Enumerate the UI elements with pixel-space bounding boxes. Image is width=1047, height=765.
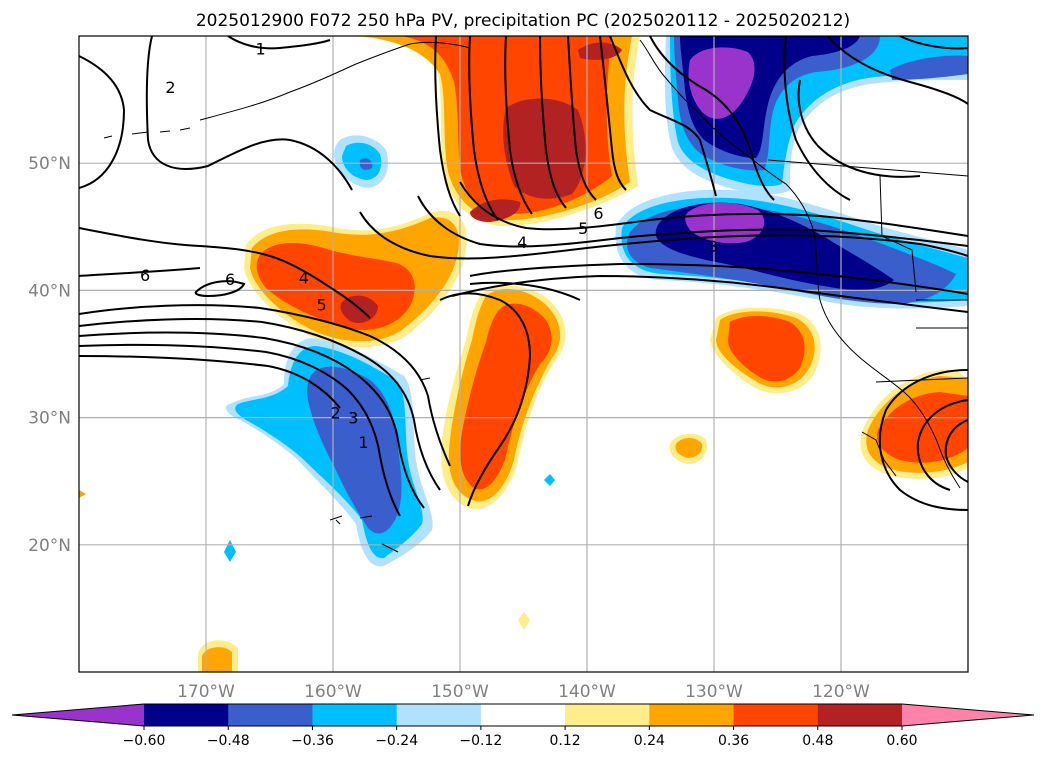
colorbar-tick-label: 0.24	[634, 733, 665, 749]
contour-label: 2	[165, 78, 175, 97]
lon-tick-label: 170°W	[177, 682, 235, 702]
latitude-labels: 50°N 40°N 30°N 20°N	[28, 154, 71, 556]
colorbar-tick-label: 0.12	[550, 733, 581, 749]
colorbar-segment	[733, 704, 819, 726]
contour-label: 1	[256, 40, 266, 59]
precip-anomaly-positive	[470, 199, 521, 222]
lat-tick-label: 20°N	[28, 536, 71, 556]
graticule	[79, 36, 968, 672]
precip-anomaly-negative	[685, 202, 765, 244]
coastlines	[103, 39, 968, 553]
contour-label: 1	[358, 433, 368, 452]
lon-tick-label: 120°W	[812, 682, 870, 702]
lat-tick-label: 40°N	[28, 281, 71, 301]
colorbar-tick-label: 0.36	[718, 733, 749, 749]
map-title: 2025012900 F072 250 hPa PV, precipitatio…	[196, 11, 850, 31]
precip-anomaly-positive	[578, 42, 622, 60]
contour-label: 4	[299, 269, 309, 288]
colorbar-segment	[480, 704, 566, 726]
precip-anomaly-negative	[307, 366, 402, 534]
lon-tick-label: 160°W	[304, 682, 362, 702]
lat-tick-label: 50°N	[28, 154, 71, 174]
precip-anomaly-negative	[224, 540, 236, 562]
lon-tick-label: 130°W	[685, 682, 743, 702]
contour-label: 6	[225, 270, 235, 289]
colorbar-segment	[144, 704, 229, 726]
precip-anomaly-positive	[460, 303, 552, 490]
colorbar-segment	[228, 704, 313, 726]
map-frame	[78, 35, 969, 673]
precip-anomaly-positive	[503, 98, 586, 199]
map-panel: 1 2 6 6 4 5 2 3 1 4 5 6 3	[78, 35, 969, 673]
precip-anomaly-negative	[359, 158, 373, 170]
precip-anomaly-positive	[202, 647, 232, 672]
colorbar-segment	[396, 704, 482, 726]
lat-tick-label: 30°N	[28, 409, 71, 429]
colorbar-extend-high	[902, 704, 1034, 726]
lon-tick-label: 140°W	[558, 682, 616, 702]
longitude-labels: 170°W 160°W 150°W 140°W 130°W 120°W	[177, 682, 870, 702]
colorbar-tick-label: −0.12	[459, 733, 502, 749]
colorbar-tick-label: −0.60	[123, 733, 166, 749]
colorbar-segment	[649, 704, 735, 726]
precip-field: 1 2 6 6 4 5 2 3 1 4 5 6 3	[79, 36, 968, 672]
contour-label: 2	[330, 404, 340, 423]
colorbar-segment	[565, 704, 650, 726]
colorbar: −0.60 −0.48 −0.36 −0.24 −0.12 0.12 0.24 0.36 0.4…	[11, 703, 1035, 749]
precip-anomaly-negative	[890, 55, 968, 80]
precip-anomaly-positive	[728, 316, 805, 382]
colorbar-tick-label: 0.60	[886, 733, 917, 749]
pv-contours	[79, 36, 968, 517]
lon-tick-label: 150°W	[431, 682, 489, 702]
colorbar-tick-label: −0.48	[207, 733, 250, 749]
pv-contour-labels: 1 2 6 6 4 5 2 3 1 4 5 6 3	[140, 40, 718, 452]
precip-anomaly-positive	[79, 490, 86, 498]
precip-anomaly-positive	[675, 438, 703, 458]
contour-label: 5	[578, 219, 588, 238]
precip-anomaly-positive	[518, 612, 530, 630]
colorbar-segment	[312, 704, 398, 726]
contour-label: 5	[316, 295, 326, 314]
contour-label: 3	[348, 409, 358, 428]
colorbar-tick-label: −0.24	[375, 733, 418, 749]
precip-anomaly-negative	[544, 474, 555, 486]
colorbar-extend-low	[12, 704, 144, 726]
contour-label: 6	[593, 204, 603, 223]
colorbar-tick-label: 0.48	[802, 733, 833, 749]
precip-anomaly-negative	[688, 47, 755, 119]
contour-label: 4	[517, 233, 527, 252]
colorbar-tick-label: −0.36	[291, 733, 334, 749]
contour-label: 3	[708, 237, 718, 256]
contour-label: 6	[140, 266, 150, 285]
colorbar-segment	[817, 704, 903, 726]
